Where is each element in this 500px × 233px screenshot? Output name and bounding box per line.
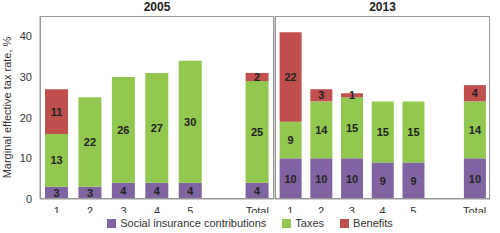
svg-text:27: 27 <box>151 122 163 134</box>
html-text:Social insurance contributions: Social insurance contributions <box>120 217 267 229</box>
svg-text:25: 25 <box>251 126 263 138</box>
svg-text:11: 11 <box>51 106 63 118</box>
svg-text:26: 26 <box>117 124 129 136</box>
svg-text:1: 1 <box>287 205 293 213</box>
svg-text:9: 9 <box>380 175 386 187</box>
svg-text:15: 15 <box>407 126 419 138</box>
svg-text:5: 5 <box>410 205 416 213</box>
svg-text:4: 4 <box>154 185 161 197</box>
svg-text:2: 2 <box>318 205 324 213</box>
svg-text:22: 22 <box>284 71 296 83</box>
svg-text:40: 40 <box>20 30 32 42</box>
svg-text:10: 10 <box>284 173 296 185</box>
svg-text:Marginal effective tax rate, %: Marginal effective tax rate, % <box>8 36 13 178</box>
svg-text:13: 13 <box>50 154 62 166</box>
svg-text:4: 4 <box>254 185 261 197</box>
svg-text:10: 10 <box>469 173 481 185</box>
svg-text:4: 4 <box>472 87 479 99</box>
svg-text:Total: Total <box>246 205 269 213</box>
svg-text:4: 4 <box>120 185 127 197</box>
html-text:2005: 2005 <box>143 0 171 14</box>
svg-text:15: 15 <box>346 122 358 134</box>
svg-text:0: 0 <box>26 193 32 205</box>
svg-text:3: 3 <box>121 205 127 213</box>
svg-text:4: 4 <box>154 205 160 213</box>
svg-text:1: 1 <box>54 205 60 213</box>
html-text:Taxes: Taxes <box>295 217 325 229</box>
html-text:2013: 2013 <box>369 0 396 14</box>
svg-text:Total: Total <box>463 205 486 213</box>
svg-text:3: 3 <box>318 89 324 101</box>
svg-text:1: 1 <box>349 89 355 101</box>
svg-text:14: 14 <box>469 124 482 136</box>
svg-text:15: 15 <box>377 126 389 138</box>
svg-text:2: 2 <box>87 205 93 213</box>
svg-text:3: 3 <box>349 205 355 213</box>
svg-text:10: 10 <box>20 152 32 164</box>
svg-text:5: 5 <box>187 205 193 213</box>
svg-text:3: 3 <box>53 187 59 199</box>
svg-text:3: 3 <box>87 187 93 199</box>
svg-text:10: 10 <box>346 173 358 185</box>
svg-text:4: 4 <box>187 185 194 197</box>
svg-text:22: 22 <box>84 136 96 148</box>
svg-text:20: 20 <box>20 112 32 124</box>
svg-text:9: 9 <box>410 175 416 187</box>
html-text:Benefits: Benefits <box>353 217 393 229</box>
svg-text:10: 10 <box>315 173 327 185</box>
svg-text:30: 30 <box>20 71 32 83</box>
svg-text:4: 4 <box>379 205 385 213</box>
svg-text:30: 30 <box>184 116 196 128</box>
svg-text:2: 2 <box>254 71 260 83</box>
svg-text:14: 14 <box>315 124 328 136</box>
svg-text:9: 9 <box>288 134 294 146</box>
